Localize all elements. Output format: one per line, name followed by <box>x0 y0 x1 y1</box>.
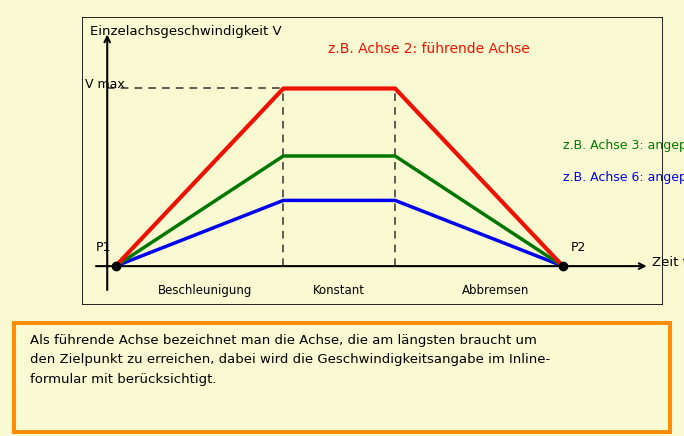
Text: z.B. Achse 2: führende Achse: z.B. Achse 2: führende Achse <box>328 42 530 56</box>
Text: P1: P1 <box>96 241 111 254</box>
Text: Einzelachsgeschwindigkeit V: Einzelachsgeschwindigkeit V <box>90 24 282 37</box>
Text: Konstant: Konstant <box>313 284 365 297</box>
Text: z.B. Achse 6: angepaßt: z.B. Achse 6: angepaßt <box>563 171 684 184</box>
Text: z.B. Achse 3: angepaßt: z.B. Achse 3: angepaßt <box>563 139 684 152</box>
Text: P2: P2 <box>571 241 587 254</box>
Text: Beschleunigung: Beschleunigung <box>158 284 252 297</box>
Text: Als führende Achse bezeichnet man die Achse, die am längsten braucht um
den Ziel: Als führende Achse bezeichnet man die Ac… <box>30 334 551 385</box>
Text: Abbremsen: Abbremsen <box>462 284 529 297</box>
Text: Zeit t: Zeit t <box>653 256 684 269</box>
Text: V max: V max <box>85 78 124 92</box>
